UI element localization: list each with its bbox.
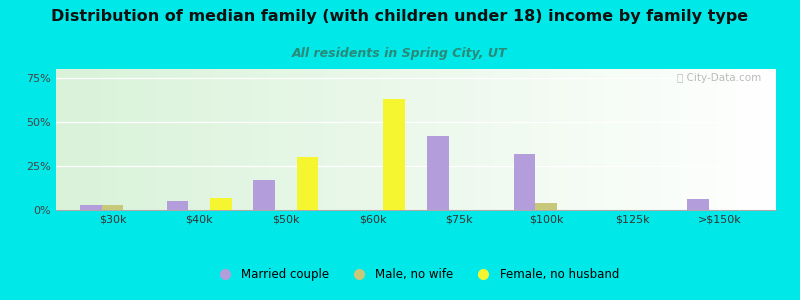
- Bar: [102, 205, 123, 210]
- Bar: [297, 157, 318, 210]
- Bar: [427, 136, 449, 210]
- Bar: [80, 205, 102, 210]
- Bar: [166, 201, 188, 210]
- Text: Distribution of median family (with children under 18) income by family type: Distribution of median family (with chil…: [51, 9, 749, 24]
- Bar: [535, 203, 557, 210]
- Bar: [210, 198, 232, 210]
- Bar: [254, 180, 275, 210]
- Text: ⓘ City-Data.com: ⓘ City-Data.com: [678, 73, 762, 83]
- Bar: [687, 200, 709, 210]
- Bar: [514, 154, 535, 210]
- Bar: [383, 99, 405, 210]
- Text: All residents in Spring City, UT: All residents in Spring City, UT: [292, 46, 508, 59]
- Legend: Married couple, Male, no wife, Female, no husband: Married couple, Male, no wife, Female, n…: [208, 263, 624, 286]
